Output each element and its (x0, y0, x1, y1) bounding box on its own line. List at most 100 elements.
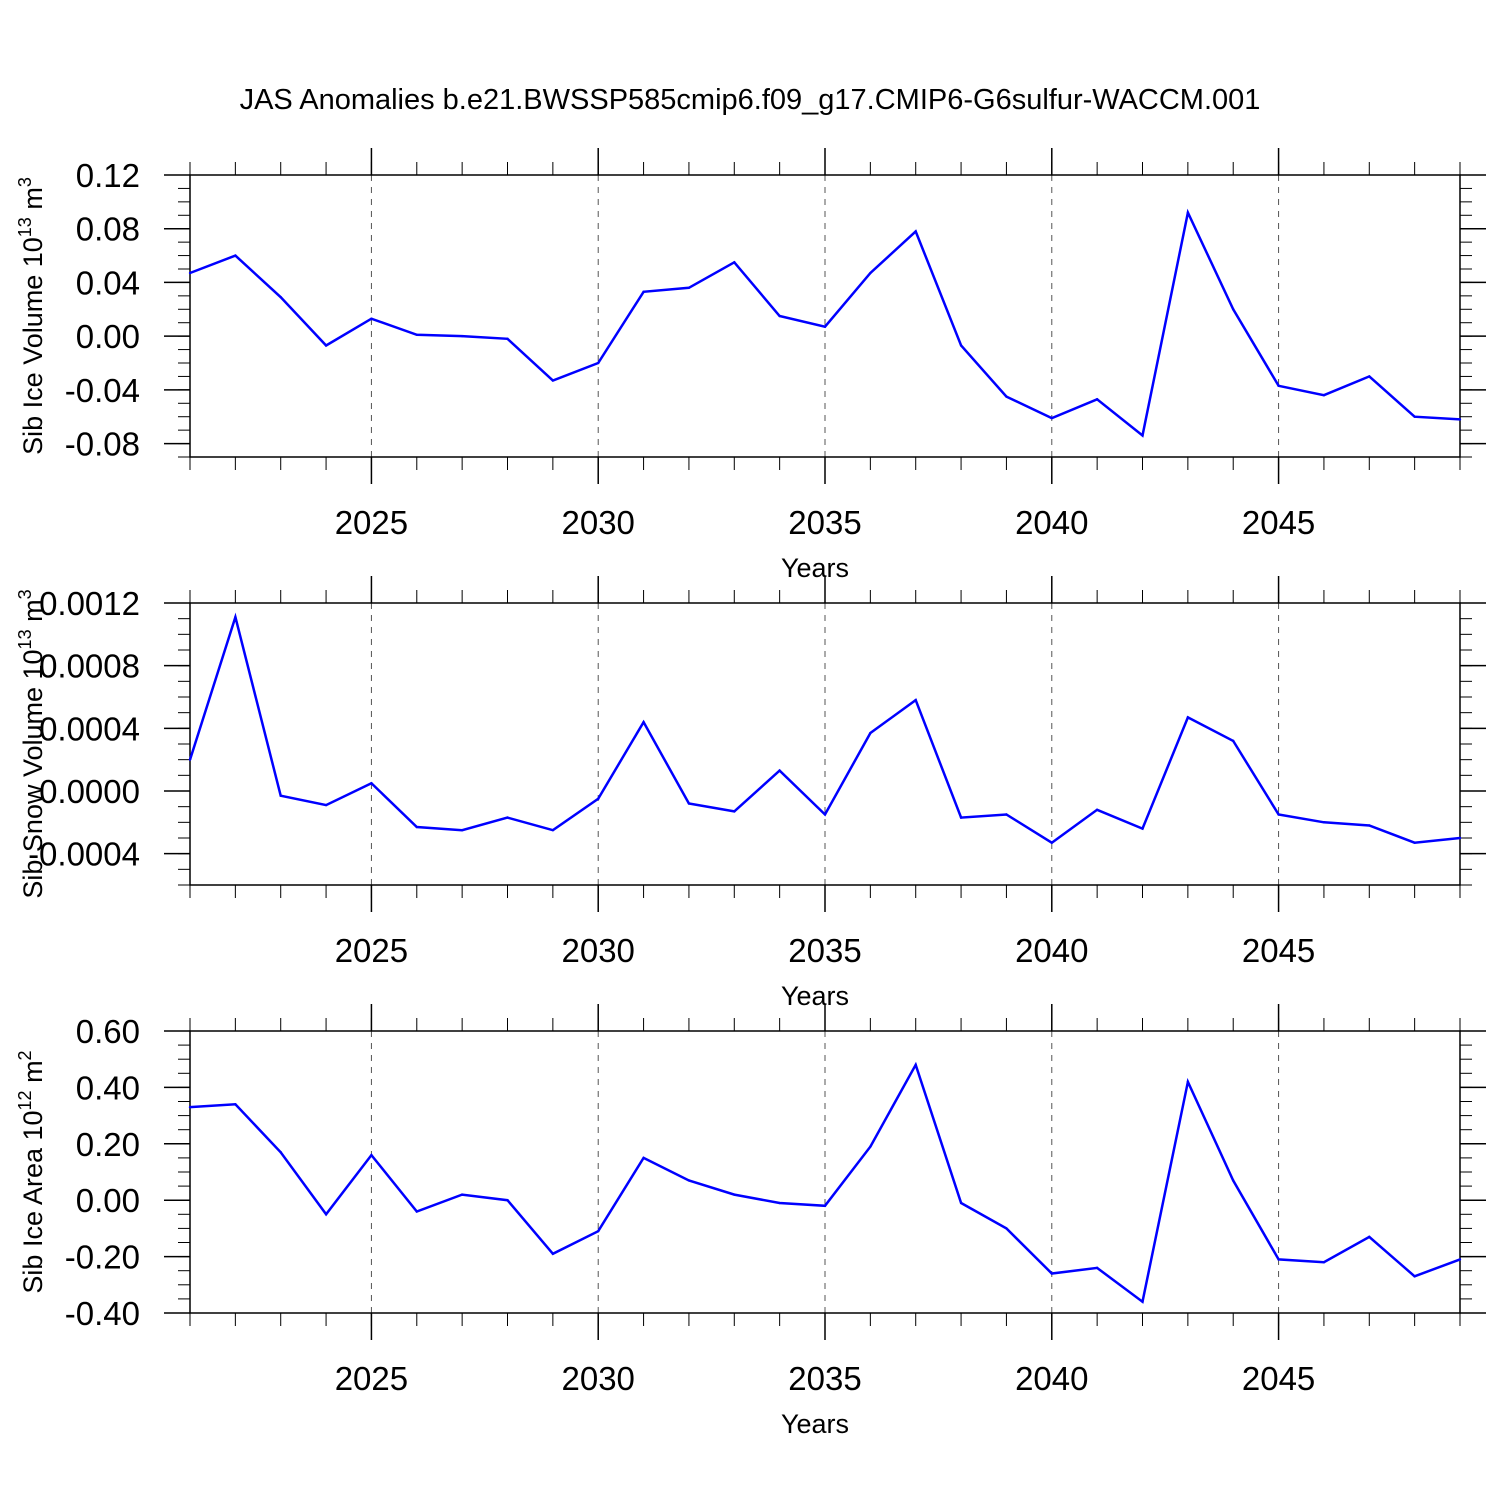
x-tick-label: 2035 (788, 932, 861, 969)
x-tick-label: 2025 (335, 932, 408, 969)
x-tick-label: 2040 (1015, 932, 1088, 969)
data-point (506, 816, 509, 819)
data-point (1141, 827, 1144, 830)
chart-panel-3: 2025 2030 2035 2040 2045 0.60 0.40 0.20 0.00 -0.2… (15, 1004, 1486, 1439)
y-tick-label: -0.08 (65, 426, 140, 463)
data-point (733, 261, 736, 264)
data-point (733, 810, 736, 813)
y-axis-label: Sib Snow Volume 1013 m3 (15, 589, 48, 898)
y-tick-label: -0.04 (65, 372, 140, 409)
data-point (188, 271, 192, 275)
data-point (1322, 394, 1326, 397)
data-point (1322, 1261, 1326, 1264)
data-point (642, 720, 645, 724)
data-point (1413, 415, 1416, 418)
x-axis-label: Years (781, 1409, 849, 1439)
data-point (869, 271, 872, 275)
data-point (687, 1179, 691, 1182)
x-tick-label: 2045 (1242, 1360, 1315, 1397)
data-point (370, 1153, 373, 1157)
data-point (1095, 808, 1099, 811)
plot-frame (189, 602, 1461, 886)
data-point (778, 769, 781, 772)
data-point (1322, 821, 1326, 824)
data-point (415, 333, 418, 336)
data-point (869, 1145, 872, 1148)
data-point (733, 1193, 736, 1196)
data-point (1095, 1266, 1099, 1270)
data-point (415, 1210, 418, 1213)
data-point (1186, 211, 1190, 214)
data-point (1050, 841, 1053, 844)
data-point (415, 825, 418, 829)
data-point (234, 615, 237, 619)
data-point (1005, 813, 1008, 816)
data-point (1232, 739, 1235, 743)
x-tick-label: 2030 (562, 504, 635, 541)
data-point (188, 1105, 192, 1109)
data-point (914, 698, 917, 702)
data-point (1368, 1235, 1371, 1239)
data-point (597, 797, 600, 801)
y-tick-label: 0.60 (76, 1013, 140, 1050)
x-axis-label: Years (781, 553, 849, 583)
data-point (1005, 1227, 1008, 1230)
data-point (460, 334, 464, 338)
data-point (506, 337, 509, 341)
data-point (460, 1193, 464, 1196)
data-point (1232, 1179, 1235, 1182)
x-tick-label: 2030 (562, 932, 635, 969)
data-point (597, 1230, 600, 1233)
data-point (551, 379, 555, 382)
data-point (1413, 841, 1416, 844)
data-point (597, 361, 600, 365)
y-tick-label: -0.20 (65, 1239, 140, 1276)
plot-frame (189, 174, 1461, 458)
y-tick-label: 0.04 (76, 264, 140, 301)
data-point (823, 325, 827, 328)
x-tick-label: 2025 (335, 1360, 408, 1397)
data-point (778, 1201, 781, 1205)
data-point (1458, 1258, 1462, 1261)
data-point (1413, 1275, 1416, 1278)
data-point (642, 1156, 645, 1160)
x-tick-label: 2035 (788, 1360, 861, 1397)
data-point (778, 314, 781, 318)
data-point (959, 344, 963, 347)
x-tick-label: 2045 (1242, 504, 1315, 541)
data-point (1277, 384, 1280, 388)
data-point (370, 317, 373, 320)
y-tick-label: 0.12 (76, 157, 140, 194)
data-point (1458, 418, 1462, 421)
data-point (1095, 398, 1099, 401)
data-point (1141, 1300, 1144, 1303)
series-line (189, 1061, 1461, 1304)
data-point (1186, 716, 1190, 719)
data-point (324, 344, 328, 347)
plot-frame (189, 1030, 1461, 1314)
data-point (234, 254, 237, 257)
data-point (1458, 836, 1462, 840)
data-point (279, 1151, 282, 1154)
y-tick-label: 0.0012 (39, 585, 140, 622)
y-tick-label: 0.40 (76, 1069, 140, 1106)
data-point (551, 828, 555, 832)
data-point (869, 731, 872, 735)
y-tick-label: 0.20 (76, 1126, 140, 1163)
data-point (1277, 1258, 1280, 1261)
x-tick-label: 2030 (562, 1360, 635, 1397)
data-point (914, 1063, 917, 1067)
chart-panel-1: 2025 2030 2035 2040 2045 0.12 0.08 0.04 0.00 -0.0… (15, 148, 1486, 583)
data-point (370, 781, 373, 785)
data-point (1232, 308, 1235, 311)
data-point (1186, 1080, 1190, 1083)
x-tick-label: 2040 (1015, 1360, 1088, 1397)
y-tick-label: -0.0004 (28, 836, 140, 873)
data-point (687, 286, 691, 289)
data-point (506, 1199, 509, 1202)
data-point (324, 803, 328, 807)
data-point (959, 1201, 963, 1205)
data-point (687, 802, 691, 805)
